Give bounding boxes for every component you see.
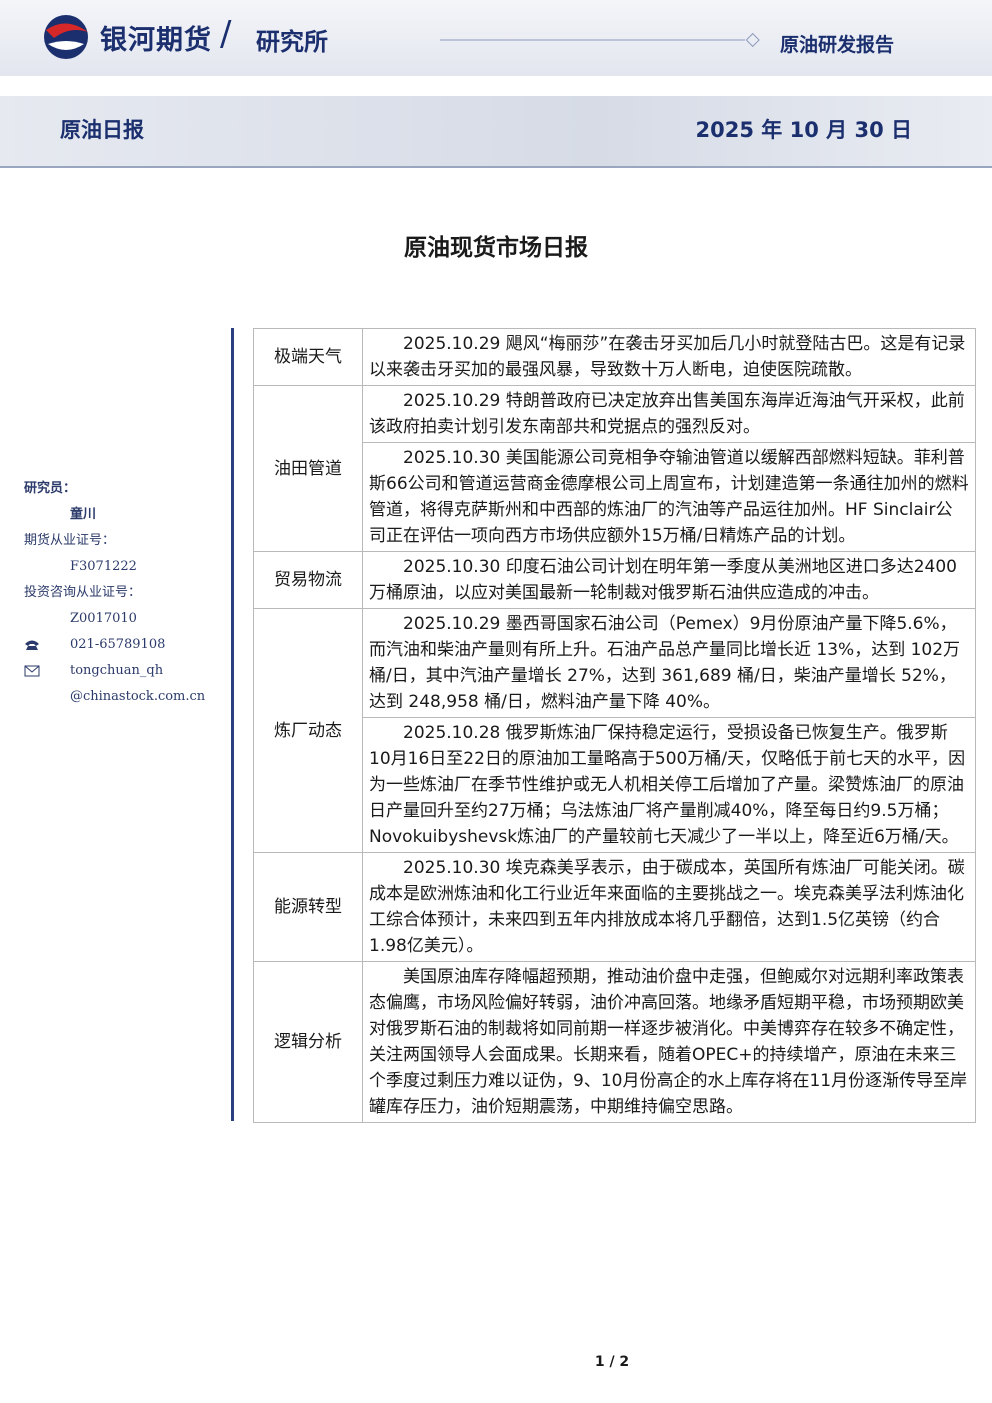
email: tongchuan_qh [70, 663, 164, 678]
news-cell: 2025.10.28 俄罗斯炼油厂保持稳定运行，受损设备已恢复生产。俄罗斯10月… [362, 717, 976, 853]
news-cell: 2025.10.30 埃克森美孚表示，由于碳成本，英国所有炼油厂可能关闭。碳成本… [362, 852, 976, 962]
news-cell: 2025.10.29 墨西哥国家石油公司（Pemex）9月份原油产量下降5.6%… [362, 608, 976, 718]
email: @chinastock.com.cn [70, 689, 206, 704]
name: 童川 [70, 507, 97, 522]
logo-icon [44, 15, 88, 59]
report-type: 原油研发报告 [779, 34, 894, 56]
category-cell: 油田管道 [253, 385, 363, 552]
phone: 021-65789108 [70, 637, 166, 652]
table-row: 炼厂动态 2025.10.29 墨西哥国家石油公司（Pemex）9月份原油产量下降… [253, 608, 976, 853]
category-cell: 逻辑分析 [253, 961, 363, 1123]
researcher-info: 研究员： 童川 期货从业证号： F3071222 投资咨询从业证号： Z0017… [24, 476, 205, 710]
category-cell: 贸易物流 [253, 551, 363, 609]
value: Z0017010 [70, 611, 137, 626]
table-row: 2025.10.28 俄罗斯炼油厂保持稳定运行，受损设备已恢复生产。俄罗斯10月… [254, 717, 976, 853]
label: 投资咨询从业证号： [24, 585, 142, 600]
table-row: 极端天气 2025.10.29 飓风“梅丽莎”在袭击牙买加后几小时就登陆古巴。这是… [253, 328, 976, 386]
divider-line [231, 328, 234, 1121]
document-title: 原油现货市场日报 [404, 235, 588, 261]
label: 期货从业证号： [24, 533, 116, 548]
table-row: 逻辑分析 美国原油库存降幅超预期，推动油价盘中走强，但鲍威尔对远期利率政策表态偏鹰… [253, 961, 976, 1123]
news-cell: 美国原油库存降幅超预期，推动油价盘中走强，但鲍威尔对远期利率政策表态偏鹰，市场风… [362, 961, 976, 1123]
category-cell: 极端天气 [253, 328, 363, 386]
report-date: 2025 年 10 月 30 日 [695, 118, 912, 142]
company-name: 银河期货 [100, 25, 212, 56]
label: 研究员： [24, 481, 77, 496]
phone-icon [25, 640, 39, 650]
news-cell: 2025.10.29 飓风“梅丽莎”在袭击牙买加后几小时就登陆古巴。这是有记录以… [362, 328, 976, 386]
mail-icon [24, 665, 40, 677]
table-row: 能源转型 2025.10.30 埃克森美孚表示，由于碳成本，英国所有炼油厂可能关闭… [253, 852, 976, 962]
news-cell: 2025.10.29 特朗普政府已决定放弃出售美国东海岸近海油气开采权，此前该政… [362, 385, 976, 443]
value: F3071222 [70, 559, 137, 574]
department: 研究所 [256, 28, 328, 56]
divider: / [220, 14, 232, 54]
table-row: 2025.10.30 美国能源公司竞相争夺输油管道以缓解西部燃料短缺。菲利普斯6… [254, 442, 976, 552]
news-table: 极端天气 2025.10.29 飓风“梅丽莎”在袭击牙买加后几小时就登陆古巴。这是… [253, 328, 976, 1123]
header-band [0, 0, 992, 76]
sub-header-band [0, 96, 992, 168]
news-cell: 2025.10.30 美国能源公司竞相争夺输油管道以缓解西部燃料短缺。菲利普斯6… [362, 442, 976, 552]
table-row: 贸易物流 2025.10.30 印度石油公司计划在明年第一季度从美洲地区进口多达2… [253, 551, 976, 609]
news-cell: 2025.10.30 印度石油公司计划在明年第一季度从美洲地区进口多达2400万… [362, 551, 976, 609]
report-name: 原油日报 [60, 118, 144, 142]
decor-line [440, 32, 760, 48]
category-cell: 炼厂动态 [253, 608, 363, 853]
table-row: 油田管道 2025.10.29 特朗普政府已决定放弃出售美国东海岸近海油气开采权，… [253, 385, 976, 552]
page-number: 1 / 2 [594, 1354, 630, 1370]
category-cell: 能源转型 [253, 852, 363, 962]
